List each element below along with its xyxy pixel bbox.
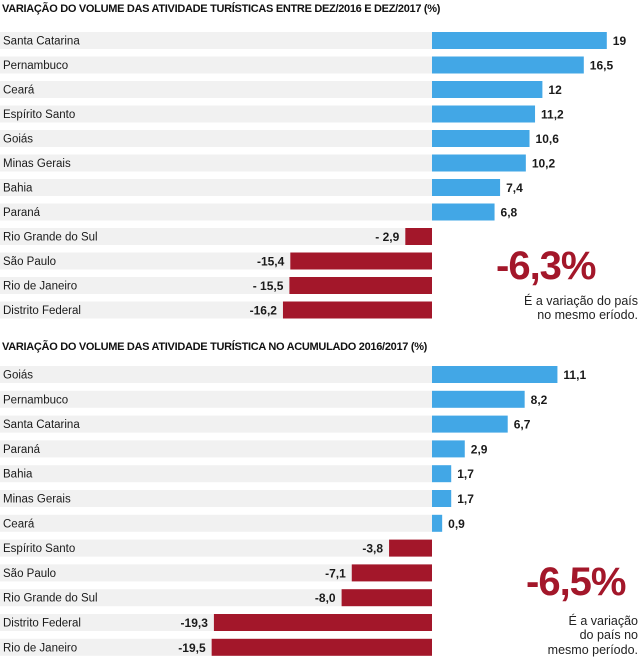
value-label: - 2,9: [375, 230, 399, 244]
bar-negative: [341, 589, 432, 607]
bar-positive: [432, 390, 525, 408]
category-label: Rio Grande do Sul: [3, 593, 98, 605]
category-label: Rio de Janeiro: [3, 642, 77, 654]
value-label: -8,0: [315, 591, 336, 605]
bar-positive: [432, 465, 452, 483]
value-label: 19: [613, 34, 627, 48]
row-band: [0, 32, 432, 49]
row-band: [0, 81, 432, 98]
category-label: Espírito Santo: [3, 109, 75, 121]
bar-negative: [289, 277, 432, 294]
category-label: São Paulo: [3, 568, 56, 580]
row-band: [0, 179, 432, 196]
bar-negative: [405, 228, 432, 245]
category-label: Rio de Janeiro: [3, 281, 77, 293]
category-label: Minas Gerais: [3, 158, 71, 170]
category-label: Espírito Santo: [3, 543, 75, 555]
category-label: Minas Gerais: [3, 494, 71, 506]
value-label: -15,4: [257, 255, 285, 269]
bar-positive: [432, 32, 607, 49]
value-label: 6,8: [501, 206, 518, 220]
value-label: - 15,5: [253, 279, 284, 293]
bar-negative: [213, 614, 432, 631]
value-label: -19,3: [181, 616, 209, 630]
value-label: 0,9: [448, 517, 465, 531]
value-label: 7,4: [506, 181, 523, 195]
category-label: Rio Grande do Sul: [3, 232, 98, 244]
value-label: 10,6: [536, 132, 560, 146]
category-label: Paraná: [3, 444, 41, 456]
bar-positive: [432, 415, 508, 433]
bar-positive: [432, 105, 536, 123]
value-label: 6,7: [514, 418, 531, 432]
row-band: [0, 203, 432, 221]
category-label: Distrito Federal: [3, 618, 81, 630]
bar-positive: [432, 179, 501, 196]
row-band: [0, 490, 432, 507]
category-label: Santa Catarina: [3, 36, 80, 48]
bar-positive: [432, 81, 543, 98]
category-label: Ceará: [3, 518, 35, 530]
value-label: -7,1: [325, 566, 346, 580]
category-label: Paraná: [3, 207, 41, 219]
category-label: Bahia: [3, 183, 33, 195]
bar-positive: [432, 440, 465, 458]
category-label: Ceará: [3, 85, 35, 97]
bar-negative: [290, 252, 432, 270]
callout-note-acumulado: É a variação do país no mesmo período.: [547, 614, 638, 657]
row-band: [0, 130, 432, 147]
bar-positive: [432, 490, 452, 507]
category-label: Bahia: [3, 469, 33, 481]
row-band: [0, 56, 432, 74]
bar-positive: [432, 366, 558, 383]
bar-positive: [432, 154, 526, 172]
callout-note-dez: É a variação do país no mesmo eríodo.: [524, 294, 638, 323]
bar-chart-dez: Santa Catarina 19 Pernambuco 16,5 Ceará 12 Esp…: [0, 32, 627, 319]
row-band: [0, 105, 432, 123]
chart-title-dez: VARIAÇÃO DO VOLUME DAS ATIVIDADE TURÍSTI…: [2, 3, 441, 15]
category-label: Pernambuco: [3, 394, 68, 406]
category-label: Santa Catarina: [3, 419, 80, 431]
bar-positive: [432, 514, 443, 532]
bar-chart-acumulado: Goiás 11,1 Pernambuco 8,2 Santa Catarina 6,7 P…: [0, 366, 586, 656]
value-label: -16,2: [250, 304, 278, 318]
row-band: [0, 228, 432, 245]
value-label: 11,1: [563, 368, 586, 382]
category-label: Pernambuco: [3, 60, 68, 72]
value-label: 12: [548, 83, 562, 97]
value-label: 8,2: [531, 393, 548, 407]
bar-positive: [432, 203, 495, 221]
value-label: -19,5: [178, 641, 206, 655]
row-band: [0, 440, 432, 458]
value-label: 1,7: [457, 492, 474, 506]
category-label: São Paulo: [3, 256, 56, 268]
callout-value-dez: -6,3%: [496, 244, 596, 288]
bar-negative: [389, 539, 432, 557]
row-band: [0, 366, 432, 383]
row-band: [0, 514, 432, 532]
value-label: 10,2: [532, 157, 556, 171]
value-label: 16,5: [590, 59, 614, 73]
bar-positive: [432, 130, 530, 147]
value-label: -3,8: [362, 542, 383, 556]
bar-positive: [432, 56, 584, 74]
value-label: 2,9: [471, 442, 488, 456]
callout-value-acumulado: -6,5%: [526, 560, 626, 604]
row-band: [0, 465, 432, 483]
category-label: Goiás: [3, 134, 33, 146]
row-band: [0, 539, 432, 557]
row-band: [0, 154, 432, 172]
bar-negative: [282, 301, 432, 319]
bar-negative: [211, 638, 432, 656]
chart-title-acumulado: VARIAÇÃO DO VOLUME DAS ATIVIDADE TURÍSTI…: [2, 341, 428, 353]
value-label: 1,7: [457, 467, 474, 481]
bar-negative: [351, 564, 432, 582]
row-band: [0, 390, 432, 408]
category-label: Goiás: [3, 370, 33, 382]
value-label: 11,2: [541, 108, 564, 122]
category-label: Distrito Federal: [3, 305, 81, 317]
row-band: [0, 564, 432, 582]
row-band: [0, 589, 432, 607]
row-band: [0, 415, 432, 433]
